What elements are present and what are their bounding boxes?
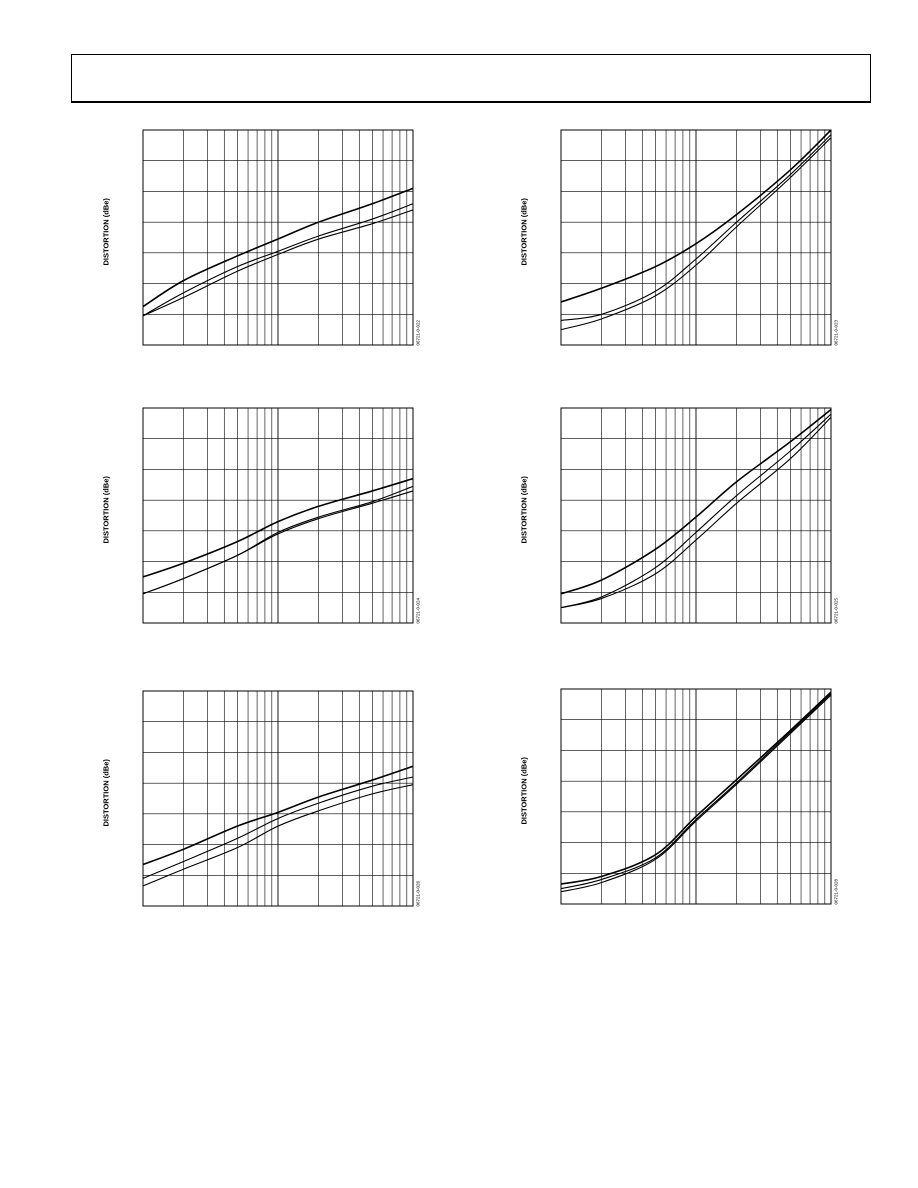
- chart-plot: [560, 688, 832, 905]
- series-line-3: [560, 137, 832, 331]
- grid: [143, 691, 413, 906]
- distortion-chart-3: DISTORTION (dBe) 06721-0-024: [100, 405, 421, 645]
- distortion-chart-6: DISTORTION (dBe) 06721-0-028: [518, 686, 839, 926]
- series-line-3: [560, 694, 832, 893]
- series-line-2: [560, 693, 832, 890]
- series-line-2: [142, 776, 414, 879]
- chart-plot: [142, 690, 414, 907]
- grid: [561, 408, 831, 623]
- distortion-chart-1: DISTORTION (dBe) 06721-0-022: [100, 127, 421, 367]
- plot-frame: [560, 407, 832, 624]
- plot-frame: [142, 690, 414, 907]
- plot-frame: [560, 688, 832, 905]
- series-line-2: [560, 134, 832, 321]
- figure-id: 06721-0-028: [833, 878, 839, 905]
- chart-plot: [142, 129, 414, 346]
- series-line-1: [560, 129, 832, 303]
- series-line-1: [560, 691, 832, 885]
- series-line-3: [560, 416, 832, 609]
- series-line-2: [142, 203, 414, 317]
- series-line-2: [560, 413, 832, 609]
- series-line-3: [142, 490, 414, 595]
- grid: [143, 130, 413, 345]
- plot-frame: [142, 407, 414, 624]
- distortion-chart-4: DISTORTION (dBe) 06721-0-025: [518, 405, 839, 645]
- grid: [561, 689, 831, 904]
- series-line-1: [560, 408, 832, 595]
- figure-id: 06721-0-023: [833, 319, 839, 346]
- series-line-1: [142, 765, 414, 866]
- chart-plot: [142, 407, 414, 624]
- plot-frame: [142, 129, 414, 346]
- figure-id: 06721-0-024: [415, 597, 421, 624]
- grid: [561, 130, 831, 345]
- chart-plot: [560, 407, 832, 624]
- series-line-3: [142, 209, 414, 317]
- figure-id: 06721-0-025: [833, 597, 839, 624]
- figure-id: 06721-0-022: [415, 319, 421, 346]
- grid: [143, 408, 413, 623]
- distortion-chart-2: DISTORTION (dBe) 06721-0-023: [518, 127, 839, 367]
- series-line-1: [142, 187, 414, 308]
- plot-frame: [560, 129, 832, 346]
- series-line-1: [142, 477, 414, 578]
- figure-id: 06721-0-026: [415, 880, 421, 907]
- distortion-chart-5: DISTORTION (dBe) 06721-0-026: [100, 688, 421, 928]
- chart-plot: [560, 129, 832, 346]
- series-line-3: [142, 784, 414, 887]
- page-header-box: [71, 54, 871, 103]
